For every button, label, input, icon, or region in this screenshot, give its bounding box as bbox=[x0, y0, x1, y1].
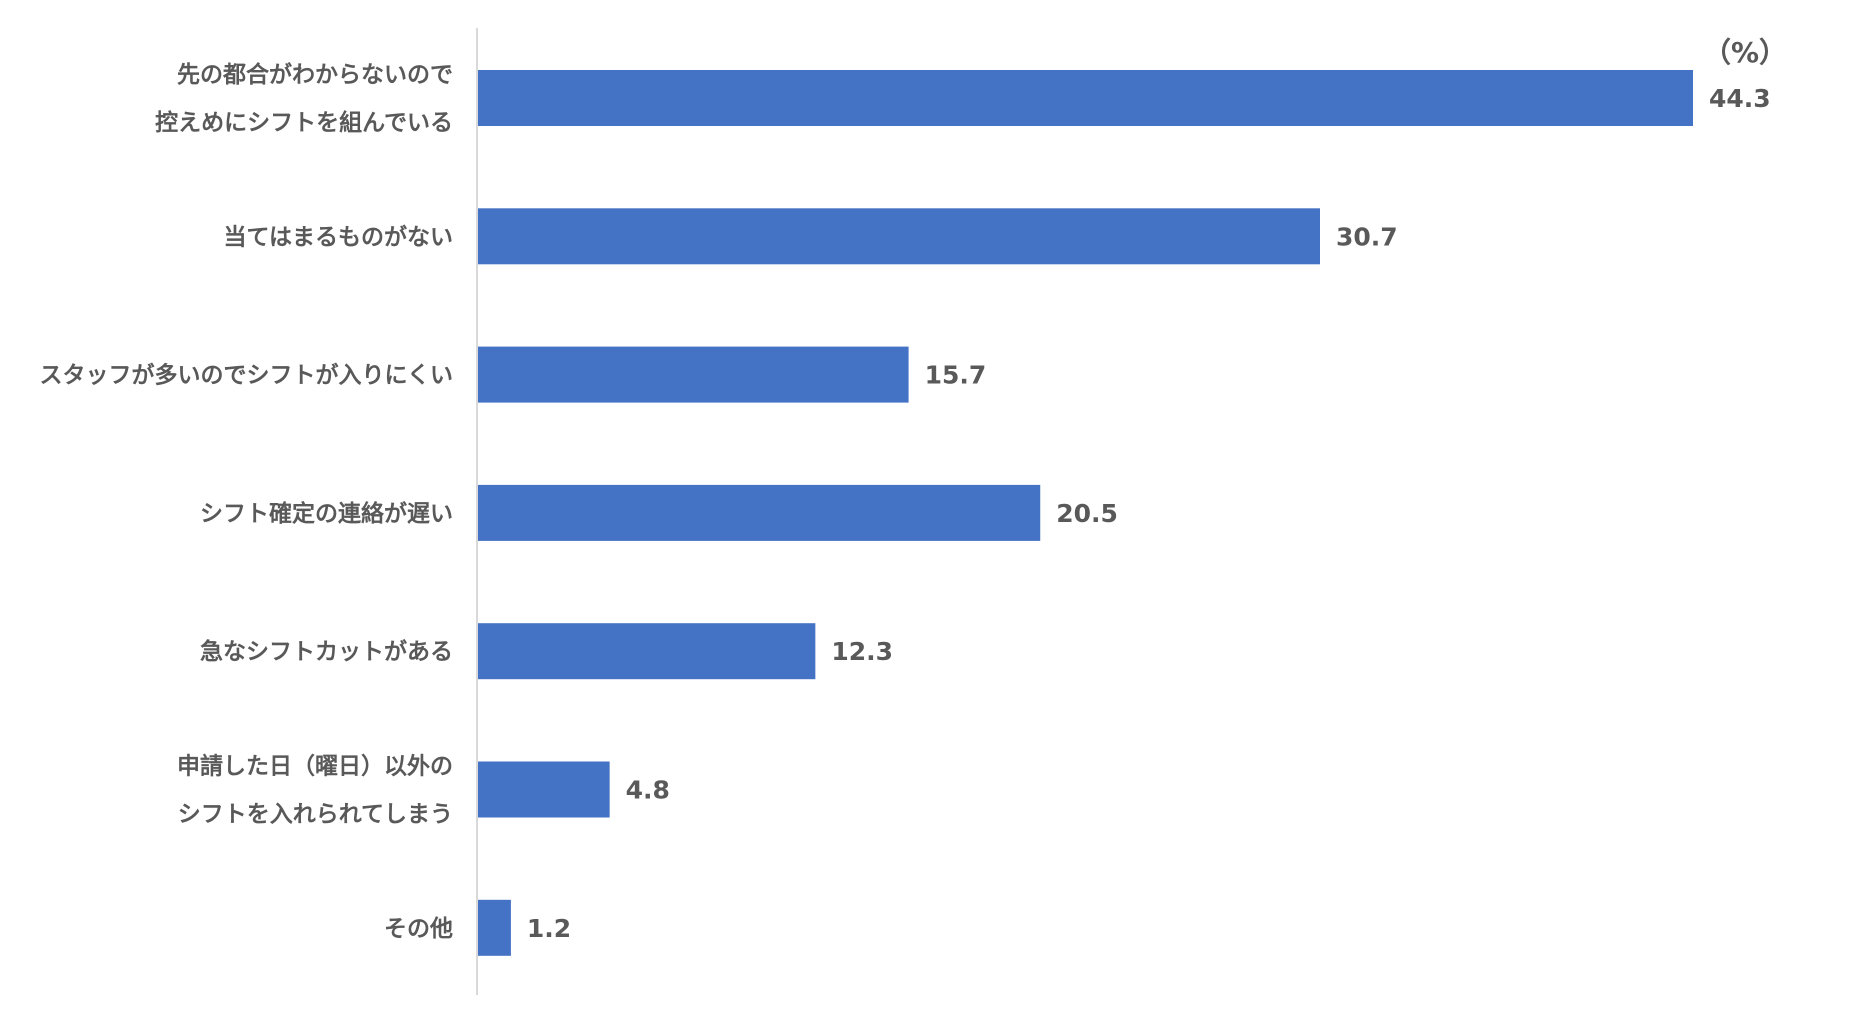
category-label-2: スタッフが多いのでシフトが入りにくい bbox=[39, 362, 453, 389]
bar-2 bbox=[478, 346, 909, 403]
data-label-5: 4.8 bbox=[626, 776, 670, 805]
data-label-3: 20.5 bbox=[1056, 499, 1118, 528]
category-label-0-line-0: 先の都合がわからないので bbox=[177, 61, 453, 88]
bar-4 bbox=[478, 623, 816, 680]
category-label-6: その他 bbox=[384, 916, 453, 942]
bar-3 bbox=[478, 484, 1041, 541]
category-label-5-line-1: シフトを入れられてしまう bbox=[178, 802, 453, 828]
category-label-5-line-0: 申請した日（曜日）以外の bbox=[177, 753, 453, 780]
bar-5 bbox=[478, 761, 610, 818]
category-label-1: 当てはまるものがない bbox=[223, 223, 453, 250]
category-label-0-line-1: 控えめにシフトを組んでいる bbox=[155, 109, 453, 136]
category-label-4: 急なシフトカットがある bbox=[200, 638, 453, 665]
data-label-0: 44.3 bbox=[1709, 84, 1771, 113]
bar-1 bbox=[478, 208, 1320, 265]
data-label-6: 1.2 bbox=[527, 914, 571, 943]
data-label-1: 30.7 bbox=[1336, 222, 1398, 251]
data-label-4: 12.3 bbox=[831, 637, 893, 666]
bar-6 bbox=[478, 899, 511, 956]
data-label-2: 15.7 bbox=[925, 361, 987, 390]
unit-label: （%） bbox=[1703, 36, 1787, 69]
category-label-3: シフト確定の連絡が遅い bbox=[200, 500, 453, 527]
bar-0 bbox=[478, 70, 1693, 126]
